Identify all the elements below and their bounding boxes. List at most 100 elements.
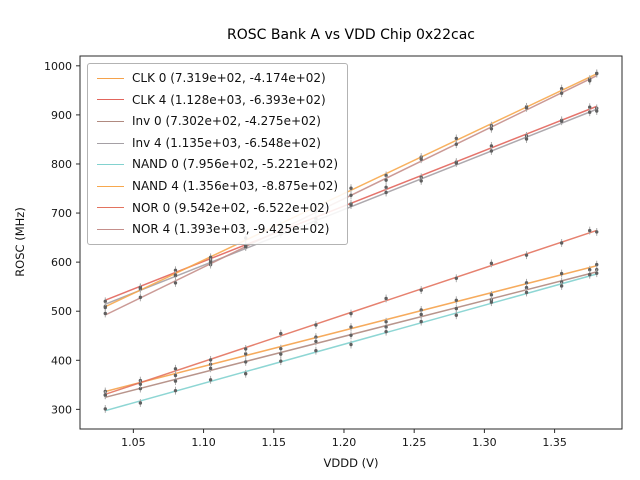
data-point bbox=[454, 276, 459, 280]
data-point bbox=[454, 136, 459, 141]
data-point bbox=[173, 268, 178, 272]
data-point bbox=[138, 295, 143, 300]
data-point bbox=[279, 331, 283, 336]
legend-line-swatch bbox=[97, 164, 124, 166]
legend: CLK 0 (7.319e+02, -4.174e+02) CLK 4 (1.12… bbox=[87, 63, 349, 245]
data-point bbox=[243, 244, 248, 249]
data-point bbox=[524, 253, 529, 257]
data-point bbox=[419, 288, 423, 292]
data-point bbox=[384, 329, 388, 334]
data-point bbox=[419, 179, 423, 183]
data-point bbox=[208, 255, 213, 260]
legend-item: NAND 0 (7.956e+02, -5.221e+02) bbox=[97, 155, 338, 174]
x-tick-label: 1.15 bbox=[262, 436, 287, 449]
data-point bbox=[384, 320, 388, 324]
data-point bbox=[559, 119, 564, 123]
x-axis-label: VDDD (V) bbox=[323, 456, 379, 470]
data-point bbox=[559, 271, 564, 276]
data-point bbox=[595, 109, 599, 113]
data-point bbox=[349, 325, 353, 329]
data-point bbox=[595, 271, 599, 275]
axes-frame bbox=[79, 55, 623, 430]
data-point bbox=[559, 280, 564, 284]
data-point bbox=[454, 161, 459, 165]
data-point bbox=[524, 290, 529, 295]
data-point bbox=[103, 407, 107, 411]
legend-item: Inv 0 (7.302e+02, -4.275e+02) bbox=[97, 112, 338, 131]
data-point bbox=[489, 149, 494, 153]
legend-label: Inv 4 (1.135e+03, -6.548e+02) bbox=[132, 135, 321, 150]
data-point bbox=[384, 173, 388, 178]
legend-item: Inv 4 (1.135e+03, -6.548e+02) bbox=[97, 134, 338, 153]
data-point bbox=[384, 190, 388, 195]
data-point bbox=[489, 144, 494, 148]
data-point bbox=[138, 386, 143, 391]
data-point bbox=[419, 319, 423, 324]
data-point bbox=[349, 186, 353, 190]
data-point bbox=[243, 352, 248, 356]
y-tick-label: 400 bbox=[51, 354, 72, 367]
legend-item: NOR 0 (9.542e+02, -6.522e+02) bbox=[97, 199, 338, 218]
data-point bbox=[173, 281, 178, 285]
data-point bbox=[349, 342, 353, 347]
data-point bbox=[559, 241, 564, 245]
data-point bbox=[588, 105, 592, 109]
data-point bbox=[314, 323, 318, 327]
x-tick-label: 1.25 bbox=[402, 436, 427, 449]
data-point bbox=[419, 312, 423, 317]
data-point bbox=[103, 311, 107, 316]
legend-label: CLK 0 (7.319e+02, -4.174e+02) bbox=[132, 71, 326, 85]
legend-item: CLK 0 (7.319e+02, -4.174e+02) bbox=[97, 69, 338, 88]
chart-title: ROSC Bank A vs VDD Chip 0x22cac bbox=[227, 27, 475, 43]
data-point bbox=[524, 106, 529, 110]
data-point bbox=[489, 261, 494, 266]
y-tick-label: 700 bbox=[51, 207, 72, 220]
data-point bbox=[138, 382, 143, 386]
legend-label: Inv 0 (7.302e+02, -4.275e+02) bbox=[132, 114, 321, 129]
data-point bbox=[489, 300, 494, 304]
data-point bbox=[208, 362, 213, 366]
legend-line-swatch bbox=[97, 77, 124, 79]
data-point bbox=[588, 110, 592, 114]
data-point bbox=[103, 299, 107, 304]
data-point bbox=[349, 311, 353, 316]
x-tick-label: 1.20 bbox=[332, 436, 357, 449]
x-tick-label: 1.05 bbox=[121, 436, 146, 449]
data-point bbox=[243, 372, 248, 376]
data-point bbox=[314, 339, 318, 344]
data-point bbox=[454, 298, 459, 302]
data-point bbox=[595, 262, 599, 267]
legend-item: NOR 4 (1.393e+03, -9.425e+02) bbox=[97, 220, 338, 239]
data-point bbox=[454, 142, 459, 146]
data-point bbox=[588, 268, 592, 272]
y-tick-label: 600 bbox=[51, 256, 72, 269]
y-tick-label: 800 bbox=[51, 158, 72, 171]
data-point bbox=[279, 346, 283, 351]
data-point bbox=[138, 286, 143, 290]
legend-label: NAND 4 (1.356e+03, -8.875e+02) bbox=[132, 178, 339, 193]
legend-line-swatch bbox=[97, 120, 124, 122]
data-point bbox=[173, 379, 178, 383]
data-point bbox=[208, 366, 213, 371]
data-point bbox=[208, 260, 213, 264]
data-point bbox=[314, 335, 318, 339]
data-point bbox=[279, 359, 283, 363]
data-point bbox=[595, 71, 599, 76]
legend-label: NOR 0 (9.542e+02, -6.522e+02) bbox=[132, 200, 330, 215]
data-point bbox=[588, 272, 592, 277]
data-point bbox=[314, 348, 318, 353]
data-point bbox=[208, 358, 213, 362]
data-point bbox=[588, 228, 592, 233]
legend-line-swatch bbox=[97, 99, 124, 101]
data-point bbox=[173, 273, 178, 277]
data-point bbox=[419, 157, 423, 161]
data-point bbox=[559, 284, 564, 288]
legend-label: CLK 4 (1.128e+03, -6.393e+02) bbox=[132, 92, 326, 107]
data-point bbox=[384, 185, 388, 190]
data-point bbox=[588, 79, 592, 83]
data-point bbox=[454, 306, 459, 311]
y-tick-label: 500 bbox=[51, 305, 72, 318]
data-point bbox=[384, 325, 388, 329]
data-point bbox=[524, 285, 529, 290]
data-point bbox=[349, 203, 353, 207]
